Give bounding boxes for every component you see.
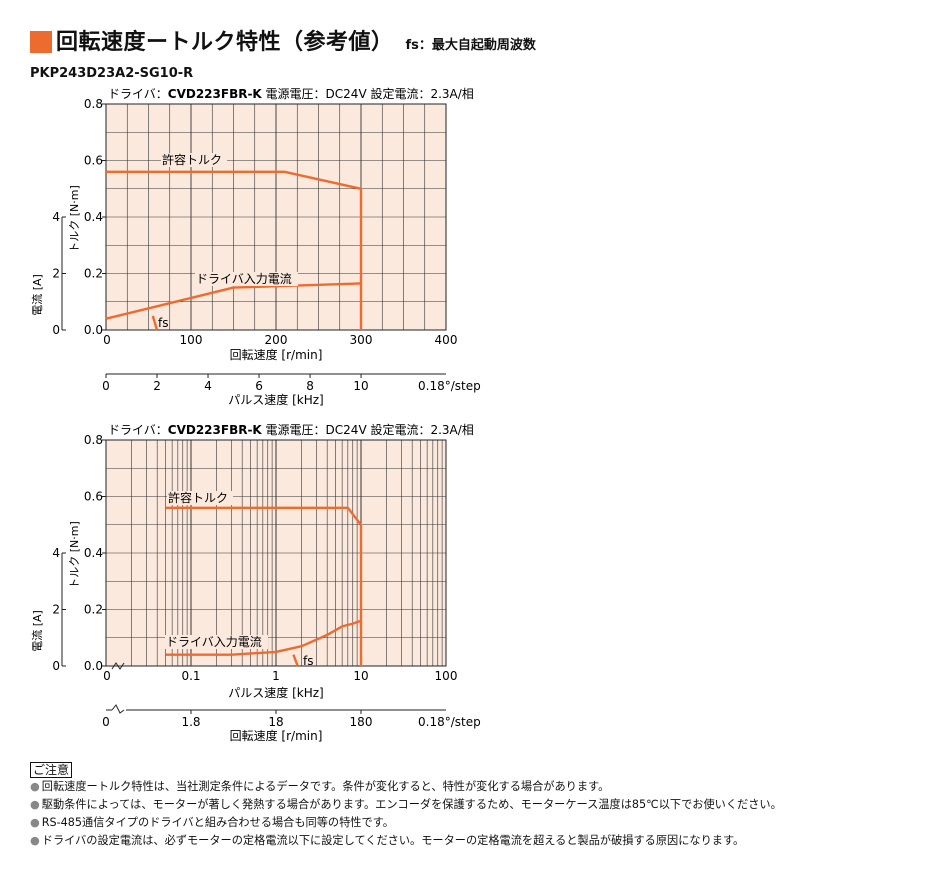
driver-info: ドライバ：CVD223FBR-K 電源電圧：DC24V 設定電流：2.3A/相 (108, 86, 474, 101)
title-text: 回転速度ートルク特性（参考値） (56, 30, 394, 55)
y-tick-label: 0.4 (84, 210, 103, 224)
note-item: ● 駆動条件によっては、モーターが著しく発熱する場合があります。エンコーダを保護す… (30, 798, 782, 811)
x2-tick-label: 2 (153, 379, 161, 393)
x-tick-label: 400 (435, 333, 458, 347)
series-line-1 (105, 282, 362, 320)
label-driver-current: ドライバ入力電流 (196, 272, 292, 286)
plot-border (105, 103, 447, 331)
bullet-icon: ● (30, 798, 40, 811)
torque-axis-label: トルク [N·m] (68, 185, 81, 253)
y-tick-label: 0.0 (84, 323, 103, 337)
label-bg (167, 491, 233, 505)
label-bg (165, 635, 268, 649)
y-tick-label: 0.6 (84, 154, 103, 168)
label-fs: fs (303, 654, 313, 668)
note-item: ● RS-485通信タイプのドライバと組み合わせる場合も同等の特性です。 (30, 816, 394, 829)
step-note: 0.18°/step (418, 379, 481, 393)
x2-tick-label: 180 (350, 715, 373, 729)
driver-info: ドライバ：CVD223FBR-K 電源電圧：DC24V 設定電流：2.3A/相 (108, 422, 474, 437)
x2-axis-label: パルス速度 [kHz] (228, 392, 323, 407)
x-axis-label: 回転速度 [r/min] (230, 347, 323, 362)
current-axis-label: 電流 [A] (30, 610, 44, 652)
bullet-icon: ● (30, 780, 40, 793)
x-tick-label: 300 (350, 333, 373, 347)
y-tick-label: 0.8 (84, 433, 103, 447)
series-line-2 (292, 654, 299, 667)
label-allowable-torque: 許容トルク (162, 152, 222, 167)
x2-tick-label: 0 (102, 715, 110, 729)
label-driver-current: ドライバ入力電流 (166, 635, 262, 649)
notes-label: ご注意 (30, 762, 73, 778)
axis-break-mark (111, 662, 125, 670)
y-tick-label: 0.2 (84, 267, 103, 281)
label-bg (195, 272, 298, 286)
x2-tick-label: 0 (102, 379, 110, 393)
step-note: 0.18°/step (418, 715, 481, 729)
y-tick-label: 0.8 (84, 97, 103, 111)
x-tick-label: 0 (103, 333, 111, 347)
y-tick-label: 0.4 (84, 546, 103, 560)
x2-tick-label: 18 (268, 715, 283, 729)
note-item: ● 回転速度ートルク特性は、当社測定条件によるデータです。条件が変化すると、特性が… (30, 780, 610, 793)
label-bg (161, 153, 227, 167)
series-line-1 (165, 619, 362, 656)
torque-axis-label: トルク [N·m] (68, 521, 81, 589)
y-tick-label: 0.2 (84, 603, 103, 617)
y2-tick-label: 2 (52, 267, 60, 281)
x-tick-label: 0 (103, 669, 111, 683)
x2-tick-label: 6 (255, 379, 263, 393)
label-fs: fs (158, 316, 168, 330)
series-line-2 (151, 315, 159, 331)
x-tick-label: 100 (180, 333, 203, 347)
plot-border (105, 439, 447, 667)
y-tick-label: 0.6 (84, 490, 103, 504)
y2-tick-label: 2 (52, 603, 60, 617)
y2-tick-label: 4 (52, 210, 60, 224)
series-line-0 (165, 506, 363, 666)
axis-break-mark (111, 704, 125, 714)
x-tick-label: 200 (265, 333, 288, 347)
chart-log: ドライバ：CVD223FBR-K 電源電圧：DC24V 設定電流：2.3A/相 0… (30, 422, 481, 743)
x2-tick-label: 1.8 (181, 715, 200, 729)
page-title: 回転速度ートルク特性（参考値） fs：最大自起動周波数 (30, 28, 536, 56)
x-tick-label: 0.1 (181, 669, 200, 683)
note-item: ● ドライバの設定電流は、必ずモーターの定格電流以下に設定してください。モーターの… (30, 834, 745, 847)
x2-tick-label: 8 (306, 379, 314, 393)
current-axis-label: 電流 [A] (30, 274, 44, 316)
x-axis-label: パルス速度 [kHz] (228, 685, 323, 700)
y2-tick-label: 4 (52, 546, 60, 560)
bullet-icon: ● (30, 816, 40, 829)
title-subtitle: fs：最大自起動周波数 (405, 38, 536, 53)
label-allowable-torque: 許容トルク (168, 490, 228, 505)
y2-tick-label: 0 (52, 659, 60, 673)
y2-tick-label: 0 (52, 323, 60, 337)
x2-axis-label: 回転速度 [r/min] (230, 728, 323, 743)
x-tick-label: 100 (435, 669, 458, 683)
chart-linear: ドライバ：CVD223FBR-K 電源電圧：DC24V 設定電流：2.3A/相 0… (30, 86, 481, 407)
title-marker (30, 31, 52, 53)
series-line-0 (106, 170, 363, 330)
y-tick-label: 0.0 (84, 659, 103, 673)
model-name: PKP243D23A2-SG10-R (30, 66, 194, 81)
x-tick-label: 10 (353, 669, 368, 683)
x-tick-label: 1 (272, 669, 280, 683)
bullet-icon: ● (30, 834, 40, 847)
x2-tick-label: 10 (353, 379, 368, 393)
x2-tick-label: 4 (204, 379, 212, 393)
notes-list: ● 回転速度ートルク特性は、当社測定条件によるデータです。条件が変化すると、特性が… (30, 778, 782, 850)
